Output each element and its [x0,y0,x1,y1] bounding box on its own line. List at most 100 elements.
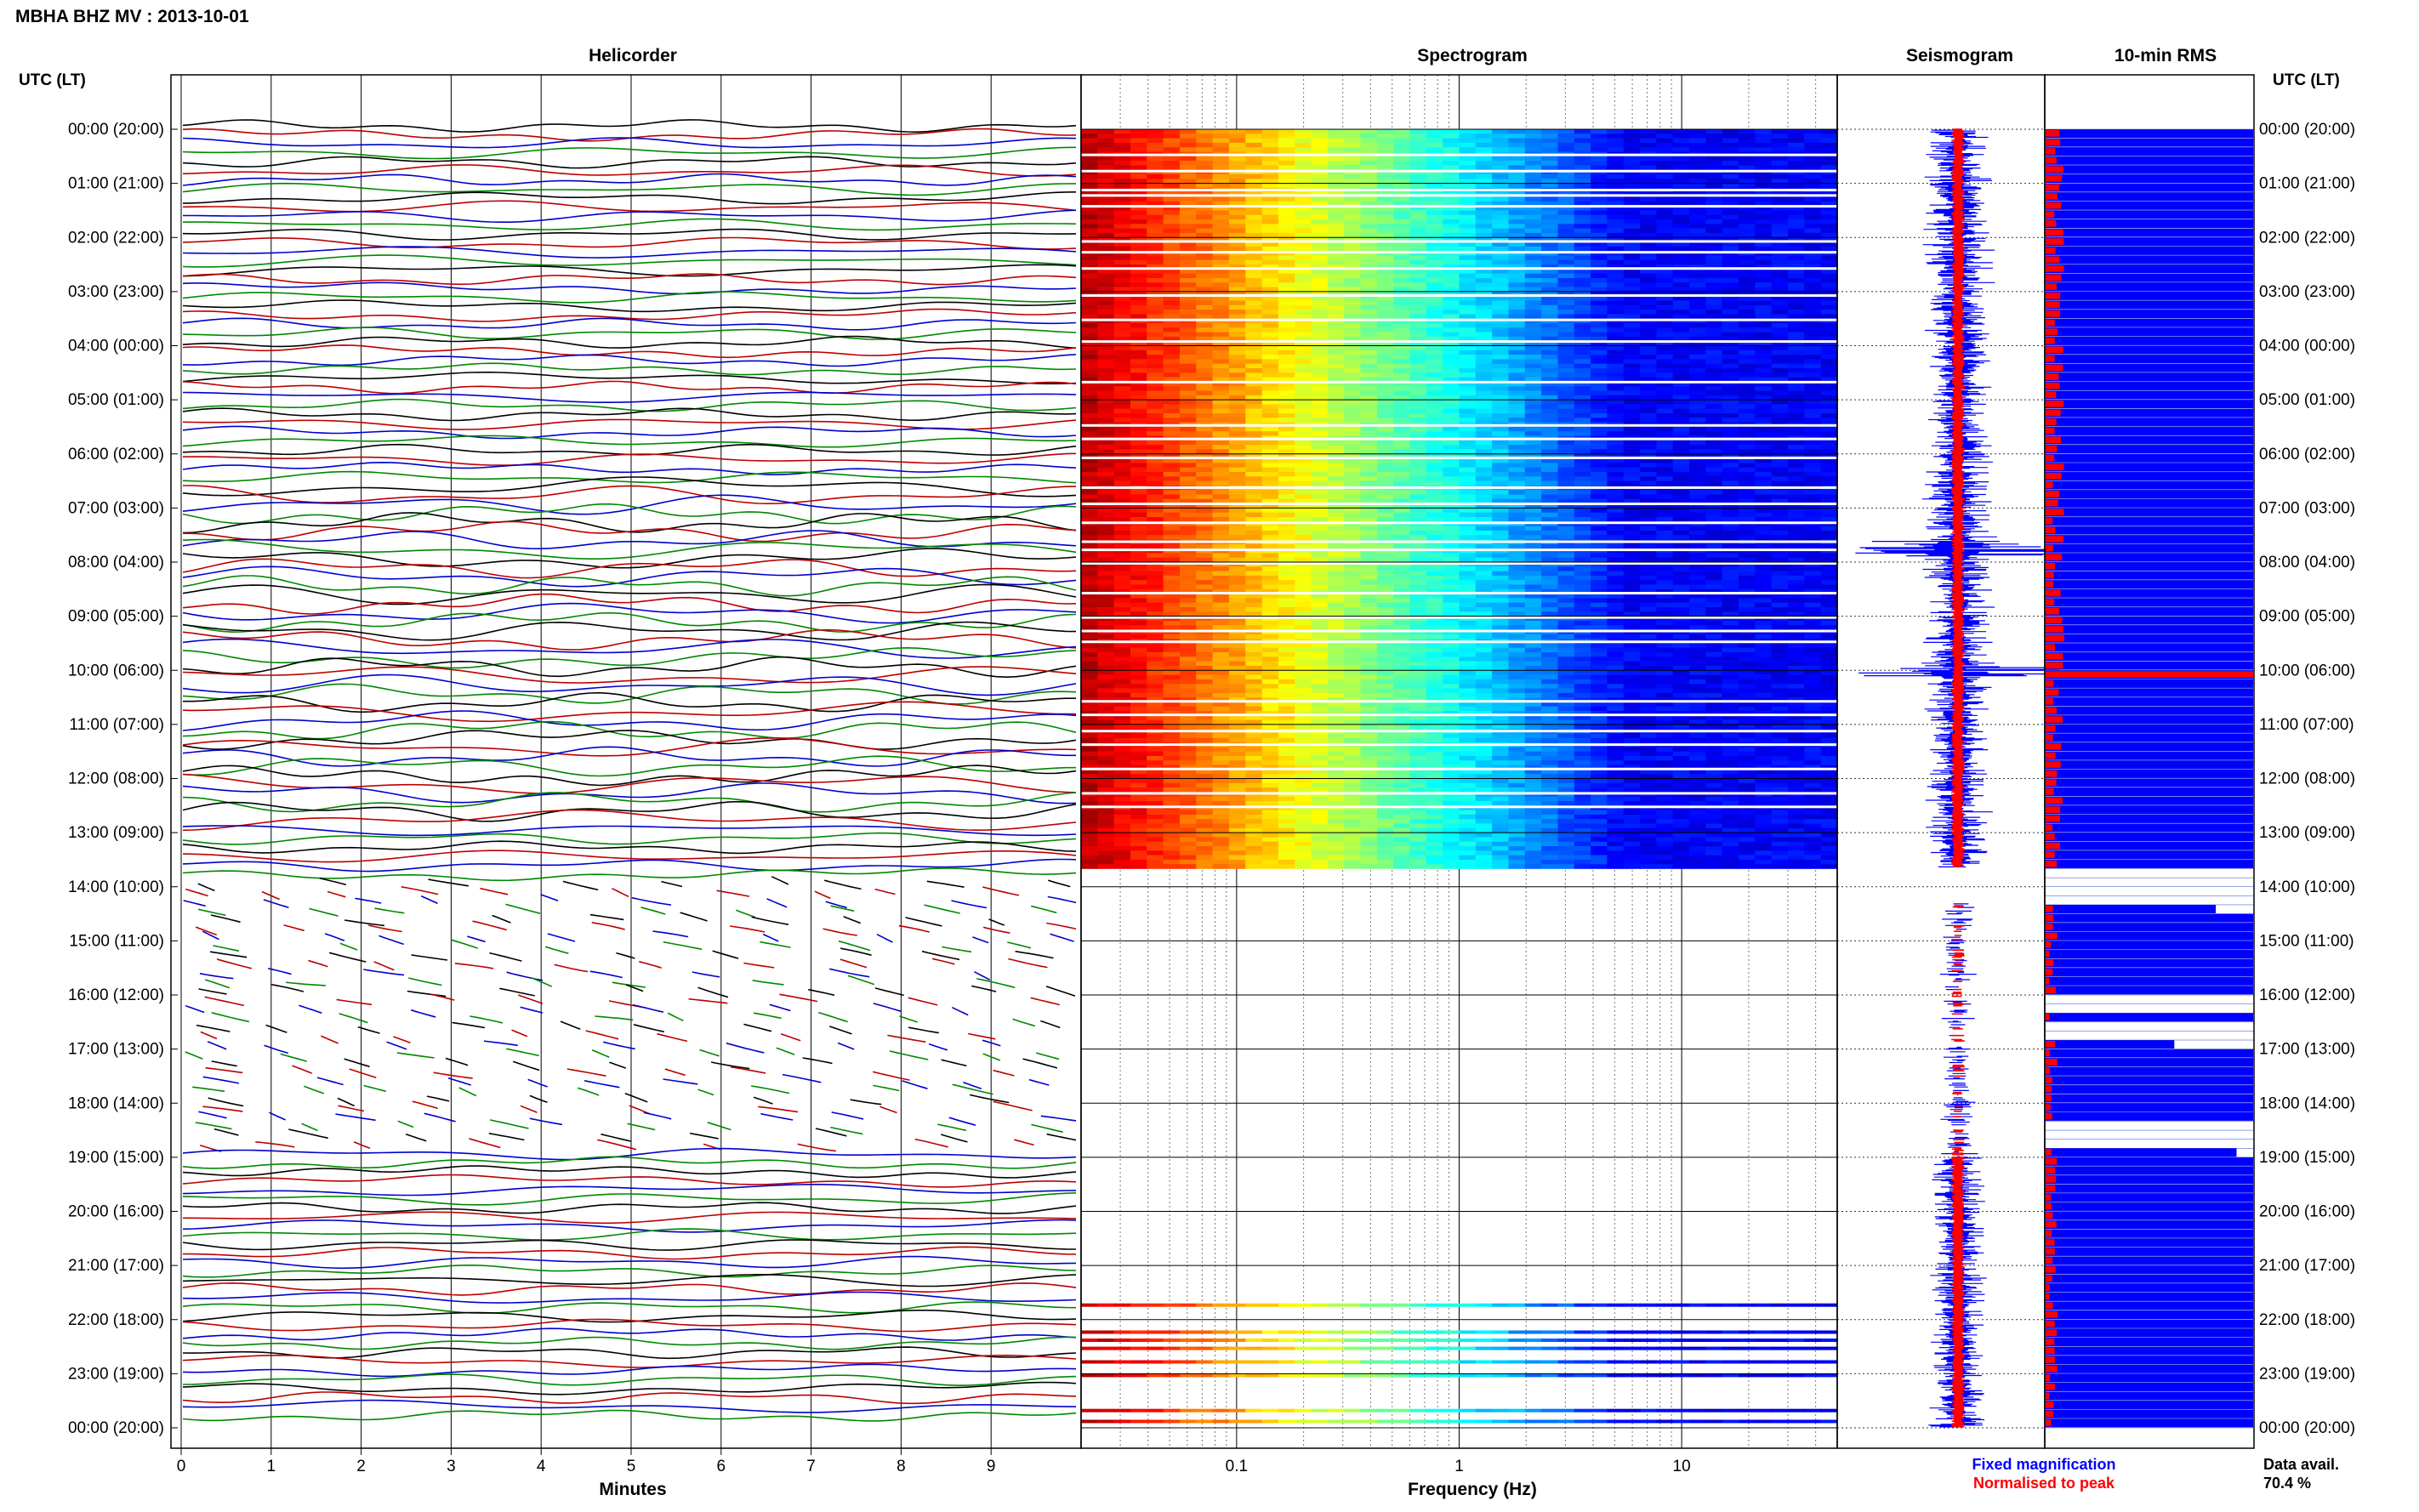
spectrogram-cell [1689,273,1706,279]
spectrogram-cell [1755,332,1773,338]
spectrogram-cell [1327,566,1345,571]
spectrogram-cell [1409,161,1427,166]
spectrogram-cell [1788,224,1805,229]
spectrogram-cell [1591,156,1608,162]
spectrogram-cell [1081,314,1098,320]
spectrogram-cell [1788,557,1805,563]
spectrogram-cell [1147,327,1164,333]
spectrogram-cell [1591,503,1608,509]
spectrogram-cell [1557,557,1575,563]
spectrogram-cell [1196,214,1214,220]
spectrogram-cell [1656,400,1674,405]
spectrogram-cell [1591,476,1608,481]
helicorder-trace [198,1111,227,1119]
helicorder-x-tick: 7 [806,1458,816,1475]
spectrogram-cell [1459,179,1477,184]
spectrogram-cell [1722,183,1739,189]
helicorder-trace [195,926,218,936]
spectrogram-cell [1656,201,1674,207]
helicorder-trace [182,1336,1077,1350]
spectrogram-cell [1820,336,1838,342]
spectrogram-cell [1196,310,1214,315]
spectrogram-cell [1459,453,1477,459]
spectrogram-cell [1508,246,1526,252]
spectrogram-cell [1097,472,1115,477]
spectrogram-cell [1245,183,1263,189]
spectrogram-cell [1705,413,1723,418]
spectrogram-cell [1163,161,1181,166]
spectrogram-cell [1771,363,1789,369]
helicorder-trace [840,947,872,956]
helicorder-trace [182,335,1077,350]
spectrogram-cell [1130,264,1147,270]
spectrogram-cell [1180,259,1197,265]
spectrogram-cell [1475,571,1493,577]
spectrogram-cell [1771,206,1789,211]
spectrogram-cell [1656,386,1674,391]
spectrogram-cell [1524,386,1542,391]
spectrogram-cell [1459,300,1477,306]
spectrogram-cell [1393,210,1411,216]
spectrogram-cell [1804,314,1822,320]
spectrogram-cell [1656,413,1674,418]
spectrogram-cell [1180,264,1197,270]
helicorder-trace [941,1134,968,1143]
spectrogram-cell [1278,300,1295,306]
spectrogram-cell [1097,232,1115,238]
spectrogram-cell [1475,472,1493,477]
spectrogram-cell [1739,453,1756,459]
helicorder-trace [769,1003,791,1012]
spectrogram-cell [1196,530,1214,536]
spectrogram-cell [1130,269,1147,275]
spectrogram-cell [1508,408,1526,414]
spectrogram-cell [1245,359,1263,365]
spectrogram-cell [1656,543,1674,549]
spectrogram-cell [1771,490,1789,495]
spectrogram-cell [1541,426,1558,432]
spectrogram-cell [1640,381,1657,387]
spectrogram-cell [1739,291,1756,297]
spectrogram-cell [1130,291,1147,297]
spectrogram-cell [1492,381,1510,387]
spectrogram-cell [1656,310,1674,315]
spectrogram-cell [1722,535,1739,540]
spectrogram-cell [1656,503,1674,509]
spectrogram-cell [1524,413,1542,418]
spectrogram-cell [1459,372,1477,378]
spectrogram-cell [1656,336,1674,342]
spectrogram-cell [1672,259,1690,265]
helicorder-trace [182,602,1077,624]
spectrogram-cell [1360,512,1378,518]
spectrogram-cell [1591,535,1608,540]
spectrogram-cell [1376,174,1394,179]
spectrogram-cell [1820,142,1838,148]
spectrogram-cell [1097,377,1115,383]
spectrogram-cell [1278,232,1295,238]
spectrogram-cell [1245,372,1263,378]
spectrogram-cell [1739,355,1756,360]
spectrogram-cell [1623,372,1641,378]
spectrogram-cell [1180,386,1197,391]
spectrogram-cell [1755,183,1773,189]
spectrogram-cell [1344,498,1362,504]
spectrogram-cell [1739,463,1756,469]
spectrogram-cell [1097,440,1115,446]
helicorder-trace [566,1068,606,1077]
spectrogram-cell [1541,472,1558,477]
spectrogram-cell [1689,440,1706,446]
spectrogram-cell [1130,232,1147,238]
spectrogram-cell [1492,228,1510,234]
spectrogram-cell [1097,355,1115,360]
spectrogram-cell [1311,449,1329,455]
spectrogram-cell [1212,404,1230,410]
spectrogram-cell [1278,196,1295,202]
spectrogram-cell [1755,530,1773,536]
spectrogram-cell [1426,350,1443,355]
spectrogram-cell [1344,408,1362,414]
spectrogram-cell [1278,327,1295,333]
helicorder-trace [1015,950,1054,959]
spectrogram-cell [1722,264,1739,270]
spectrogram-cell [1376,440,1394,446]
spectrogram-cell [1180,445,1197,450]
helicorder-trace [349,1068,377,1079]
